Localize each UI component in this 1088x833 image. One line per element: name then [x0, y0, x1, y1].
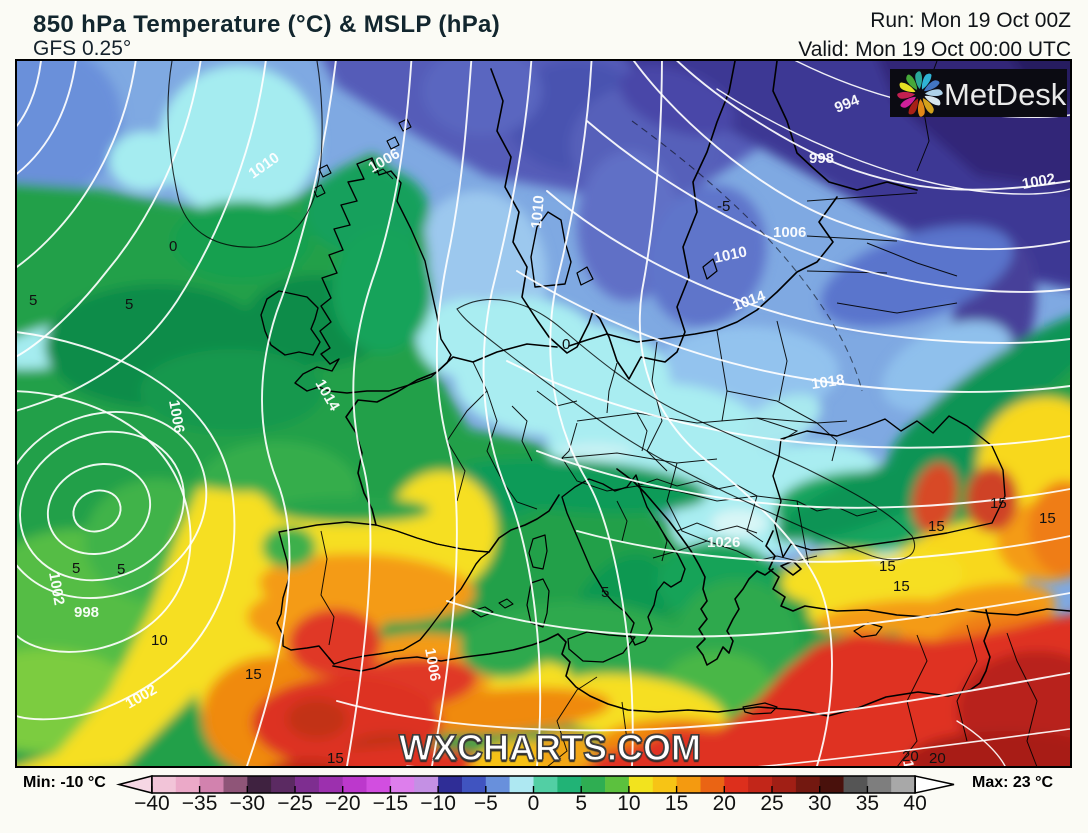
svg-text:−15: −15 [373, 792, 409, 815]
svg-text:1006: 1006 [421, 647, 444, 683]
svg-text:15: 15 [928, 518, 945, 535]
svg-text:0: 0 [169, 238, 177, 255]
svg-text:−35: −35 [182, 792, 218, 815]
svg-text:15: 15 [990, 495, 1007, 512]
svg-text:0: 0 [528, 792, 540, 815]
svg-text:1010: 1010 [712, 243, 748, 267]
svg-text:MetDesk: MetDesk [944, 77, 1067, 112]
svg-text:25: 25 [760, 792, 783, 815]
svg-text:15: 15 [665, 792, 688, 815]
svg-text:1006: 1006 [165, 399, 188, 435]
svg-text:−30: −30 [229, 792, 265, 815]
svg-text:-5: -5 [717, 198, 730, 215]
svg-text:−20: −20 [325, 792, 361, 815]
svg-text:15: 15 [879, 558, 896, 575]
svg-text:1018: 1018 [810, 371, 845, 392]
svg-text:−40: −40 [134, 792, 170, 815]
svg-text:15: 15 [893, 578, 910, 595]
svg-text:1026: 1026 [707, 534, 740, 551]
svg-text:5: 5 [72, 560, 80, 577]
svg-text:5: 5 [601, 584, 609, 601]
svg-text:5: 5 [575, 792, 587, 815]
svg-text:30: 30 [808, 792, 831, 815]
svg-text:0: 0 [562, 336, 570, 353]
svg-text:−5: −5 [474, 792, 498, 815]
svg-text:20: 20 [902, 748, 919, 765]
svg-text:5: 5 [117, 561, 125, 578]
svg-text:1002: 1002 [45, 571, 68, 607]
svg-text:15: 15 [1039, 510, 1056, 527]
svg-text:998: 998 [74, 604, 99, 621]
svg-text:1006: 1006 [773, 224, 806, 241]
svg-text:5: 5 [125, 296, 133, 313]
svg-text:20: 20 [929, 750, 946, 766]
svg-text:35: 35 [856, 792, 879, 815]
svg-text:1002: 1002 [1021, 170, 1057, 193]
svg-text:10: 10 [617, 792, 640, 815]
svg-text:998: 998 [809, 150, 834, 167]
svg-text:20: 20 [713, 792, 736, 815]
svg-text:40: 40 [903, 792, 926, 815]
svg-text:−10: −10 [420, 792, 456, 815]
svg-text:15: 15 [245, 666, 262, 683]
svg-text:15: 15 [327, 750, 344, 766]
svg-text:1010: 1010 [528, 195, 548, 230]
svg-text:−25: −25 [277, 792, 313, 815]
svg-text:10: 10 [151, 632, 168, 649]
svg-text:5: 5 [29, 292, 37, 309]
